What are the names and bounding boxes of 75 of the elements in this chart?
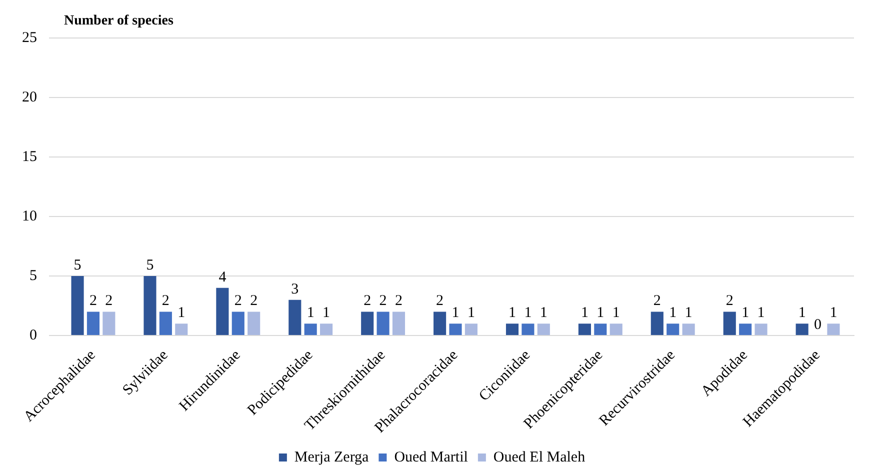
bar: [144, 276, 156, 336]
bar: [288, 300, 302, 336]
bar: [361, 312, 374, 336]
data-label: 5: [146, 257, 154, 274]
data-label: 3: [291, 281, 299, 298]
bar: [578, 324, 591, 336]
bar: [827, 324, 840, 336]
bar: [175, 324, 188, 336]
bar: [232, 312, 244, 336]
data-label: 2: [105, 293, 113, 310]
bar: [434, 312, 446, 336]
data-label: 5: [74, 257, 82, 274]
data-label: 1: [684, 305, 692, 322]
data-label: 1: [306, 305, 314, 322]
data-label: 1: [742, 305, 750, 322]
data-label: 2: [394, 293, 402, 310]
legend-label: Oued Martil: [394, 449, 468, 466]
data-label: 1: [612, 305, 620, 322]
data-label: 1: [757, 305, 765, 322]
data-label: 2: [379, 293, 387, 310]
data-label: 1: [596, 305, 604, 322]
data-label: 2: [653, 293, 661, 310]
legend-label: Merja Zerga: [294, 449, 370, 466]
bar: [159, 312, 172, 336]
data-label: 1: [798, 305, 806, 322]
bar: [522, 324, 534, 336]
data-label: 1: [669, 305, 677, 322]
data-label: 1: [452, 305, 460, 322]
bar: [796, 324, 808, 336]
bar: [449, 324, 462, 336]
data-label: 2: [89, 293, 97, 310]
data-label: 1: [178, 305, 186, 322]
bar: [71, 276, 84, 336]
y-tick-label: 5: [30, 268, 37, 284]
data-label: 2: [250, 293, 258, 310]
data-label: 4: [218, 269, 227, 286]
data-label: 1: [524, 305, 532, 322]
bar: [392, 312, 406, 336]
bar: [86, 312, 100, 336]
legend-label: Oued El Maleh: [493, 449, 586, 466]
bar: [376, 312, 390, 336]
bar: [216, 288, 229, 336]
data-label: 2: [162, 293, 170, 310]
y-axis-title: Number of species: [64, 14, 174, 29]
bar: [723, 312, 736, 336]
bar: [682, 324, 695, 336]
data-label: 1: [540, 305, 548, 322]
data-label: 2: [726, 293, 734, 310]
bar: [304, 324, 317, 336]
bar: [610, 324, 622, 336]
y-tick-label: 25: [22, 30, 37, 46]
bar: [739, 324, 752, 336]
bar: [464, 324, 478, 336]
y-tick-label: 10: [22, 208, 37, 224]
y-tick-label: 0: [30, 327, 37, 344]
y-tick-label: 15: [22, 148, 37, 165]
bar: [666, 324, 680, 336]
data-label: 1: [322, 305, 330, 322]
bar: [506, 324, 519, 336]
bar: [248, 312, 260, 336]
data-label: 2: [364, 293, 372, 310]
data-label: 1: [830, 305, 838, 322]
data-label: 1: [580, 305, 588, 322]
y-tick-label: 20: [22, 89, 37, 106]
data-label: 1: [508, 305, 516, 322]
bar: [537, 324, 550, 336]
bar: [102, 312, 116, 336]
bar: [754, 324, 768, 336]
data-label: 0: [814, 316, 822, 333]
bar: [650, 312, 664, 336]
data-label: 1: [467, 305, 475, 322]
data-label: 2: [234, 293, 242, 310]
bar: [320, 324, 333, 336]
bar: [594, 324, 607, 336]
data-label: 2: [436, 293, 444, 310]
